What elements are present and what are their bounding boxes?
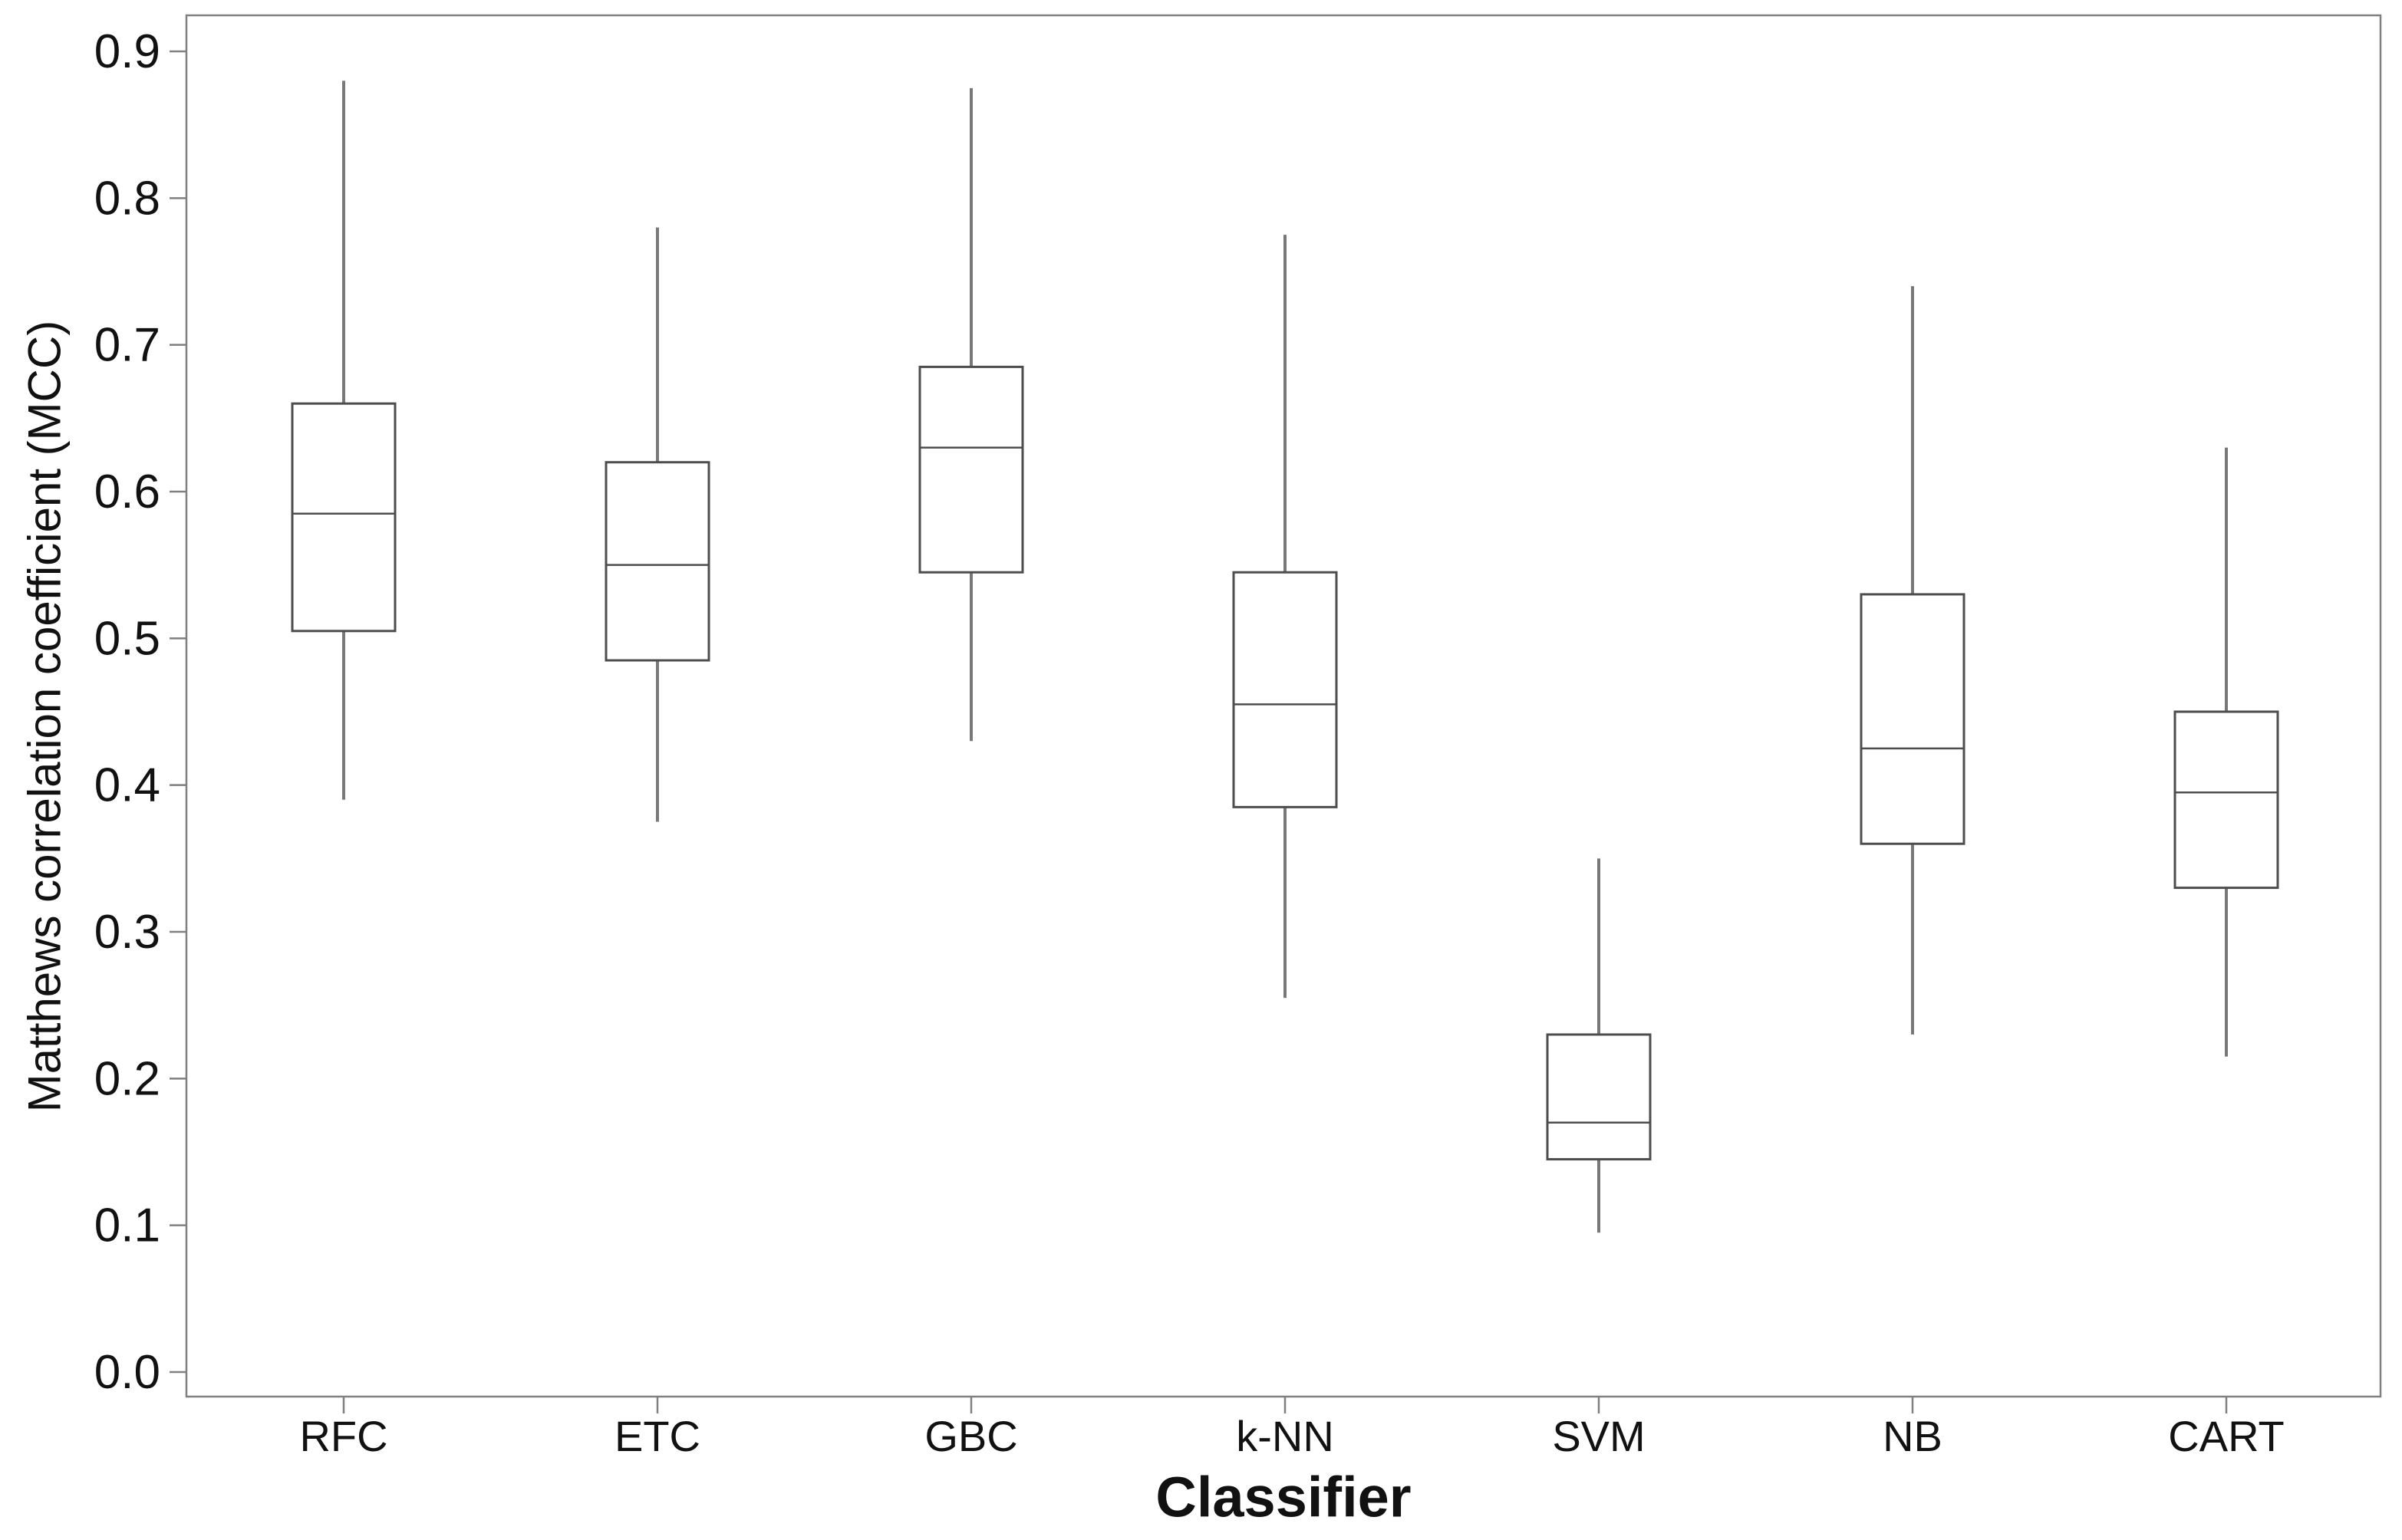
box-NB: [1860, 593, 1965, 845]
box-k-NN: [1232, 571, 1338, 808]
x-category-label-SVM: SVM: [1552, 1412, 1645, 1460]
x-axis-title: Classifier: [1155, 1465, 1412, 1529]
box-ETC: [605, 461, 710, 662]
y-tick-label-0.4: 0.4: [94, 759, 160, 812]
y-tick-label-0.0: 0.0: [94, 1346, 160, 1399]
y-tick-label-0.2: 0.2: [94, 1052, 160, 1105]
y-tick-label-0.6: 0.6: [94, 466, 160, 518]
y-axis-title: Matthews correlation coefficient (MCC): [18, 320, 71, 1113]
box-RFC: [291, 402, 397, 633]
x-category-label-CART: CART: [2168, 1412, 2284, 1460]
x-category-label-RFC: RFC: [299, 1412, 387, 1460]
box-SVM: [1546, 1033, 1652, 1161]
x-category-label-NB: NB: [1883, 1412, 1942, 1460]
y-tick-label-0.5: 0.5: [94, 612, 160, 665]
plot-frame: [185, 14, 2382, 1398]
y-tick-label-0.1: 0.1: [94, 1199, 160, 1252]
y-tick-label-0.3: 0.3: [94, 906, 160, 959]
y-tick-label-0.8: 0.8: [94, 172, 160, 225]
x-category-label-GBC: GBC: [924, 1412, 1017, 1460]
box-GBC: [918, 365, 1024, 574]
y-tick-label-0.9: 0.9: [94, 25, 160, 78]
box-CART: [2173, 710, 2279, 890]
x-category-label-k-NN: k-NN: [1236, 1412, 1334, 1460]
y-tick-label-0.7: 0.7: [94, 319, 160, 372]
x-category-label-ETC: ETC: [615, 1412, 700, 1460]
